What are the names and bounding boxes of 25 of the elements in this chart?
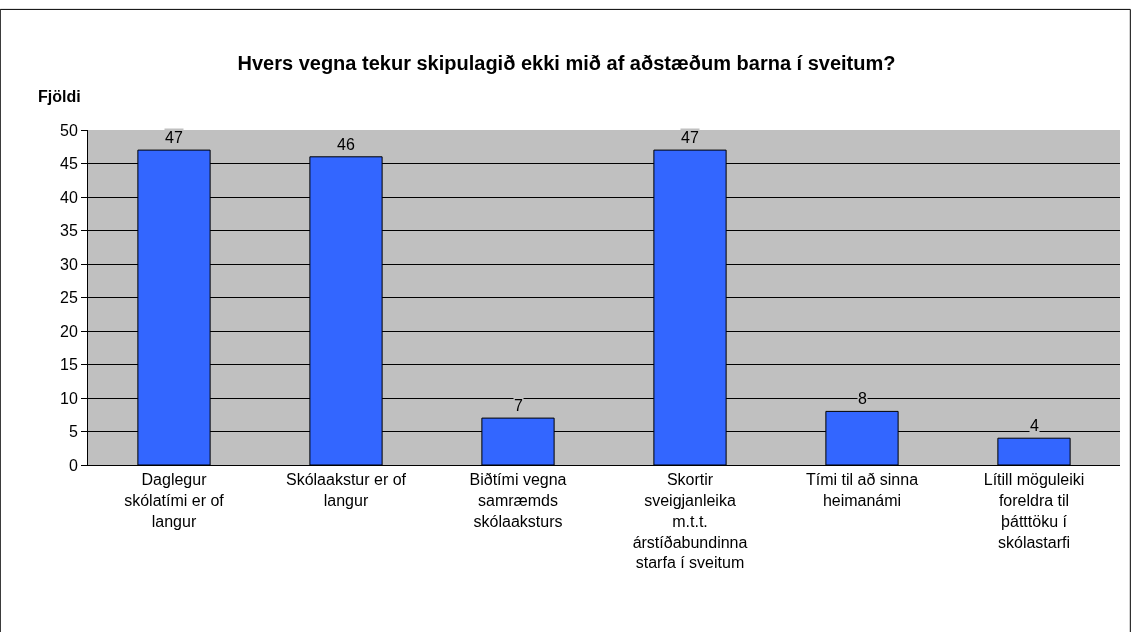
data-label: 47 (681, 129, 699, 146)
x-tick-label: Skólaakstur er of langur (285, 471, 407, 509)
y-tick-label: 20 (60, 322, 78, 340)
y-tick-label: 30 (60, 255, 78, 273)
y-tick-label: 25 (60, 289, 78, 307)
data-label: 4 (1030, 417, 1039, 434)
x-tick-label: Biðtími vegna samræmds skólaaksturs (469, 471, 567, 530)
x-tick-label: Daglegur skólatími er of langur (124, 471, 225, 530)
data-label: 47 (165, 129, 183, 146)
y-tick-label: 0 (68, 456, 78, 474)
x-tick-label: Tími til að sinna heimanámi (805, 471, 919, 509)
y-tick-label: 10 (60, 389, 78, 407)
y-tick-label: 35 (60, 222, 78, 240)
y-tick-label: 45 (60, 155, 78, 173)
data-label: 8 (858, 390, 867, 407)
y-tick-label: 40 (60, 188, 78, 206)
x-tick-label: Lítill möguleiki foreldra til þátttöku í skólastarfi (983, 471, 1085, 551)
chart-title: Hvers vegna tekur skipulagið ekki mið af aðstæðum barna í sveitum? (237, 52, 896, 75)
data-label: 46 (337, 136, 355, 153)
y-tick-label: 15 (60, 356, 78, 374)
data-label: 7 (514, 397, 523, 414)
y-tick-label: 5 (68, 423, 78, 441)
y-tick-label: 50 (60, 121, 78, 139)
y-axis-title: Fjöldi (38, 88, 81, 105)
x-tick-label: Skortir sveigjanleika m.t.t. árstíðabundinna starfa í sveitum (632, 471, 748, 572)
